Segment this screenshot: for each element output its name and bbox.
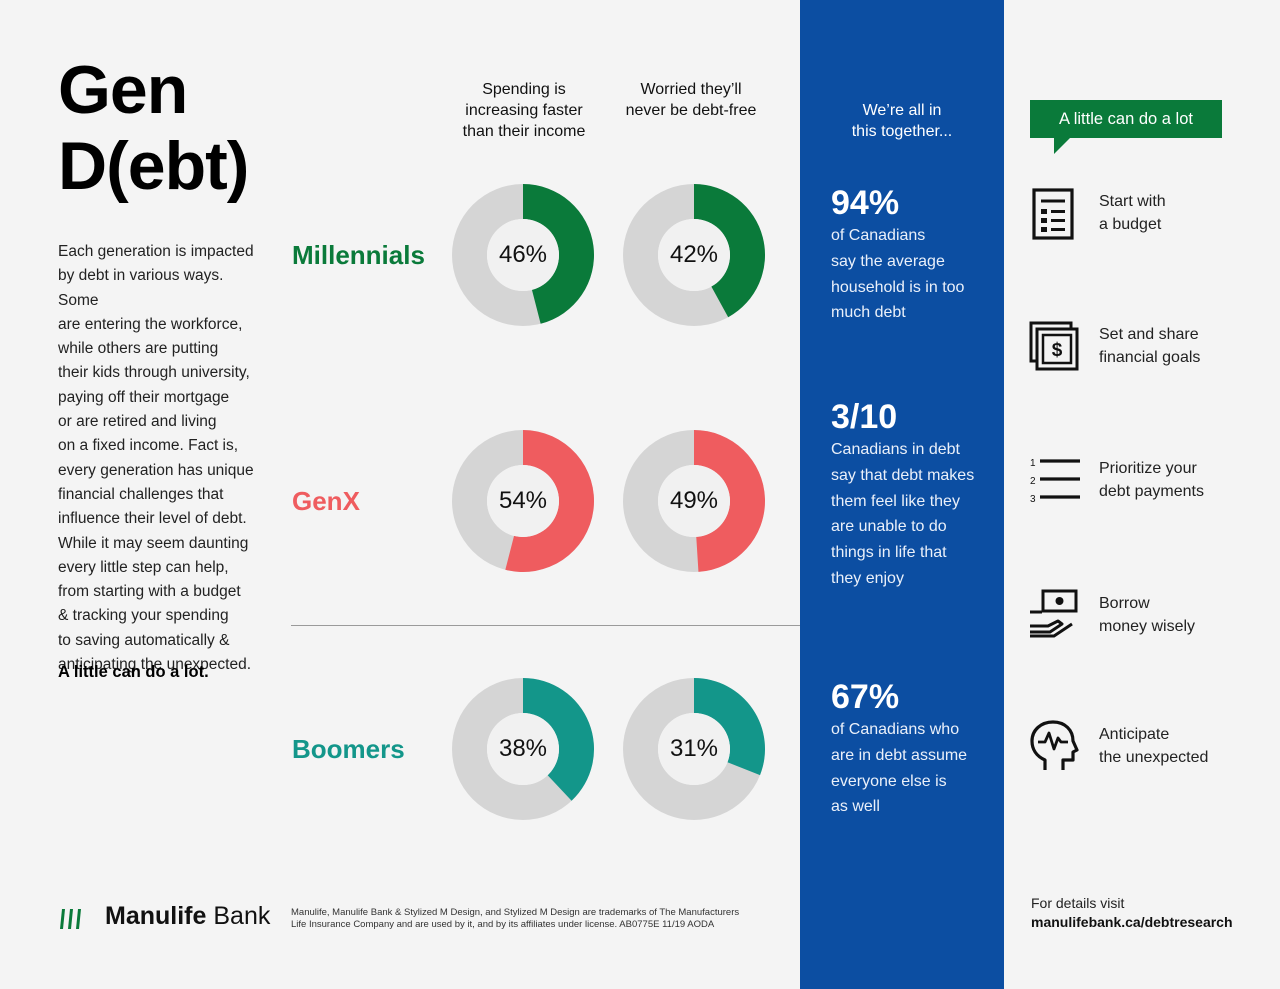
tips-heading-pointer [1054, 137, 1071, 154]
donut-value-label: 49% [669, 487, 719, 514]
tip-text: Anticipate the unexpected [1099, 726, 1209, 766]
panel-heading: We’re all in this together... [851, 102, 953, 140]
generation-label-boomers: Boomers [292, 734, 405, 764]
donut-chart: 31% [623, 678, 765, 820]
donut-center [487, 219, 559, 291]
donut-center [658, 713, 730, 785]
intro-paragraph: Each generation is impacted by debt in v… [58, 243, 254, 674]
donut-chart: 42% [623, 184, 765, 326]
donut-chart: 38% [452, 678, 594, 820]
donut-value-label: 31% [669, 735, 719, 762]
tip-text: Start with a budget [1099, 193, 1166, 233]
generation-label-genx: GenX [292, 486, 360, 516]
donut-center [487, 465, 559, 537]
brand-name-suffix: Bank [213, 902, 271, 930]
page-title: Gen D(ebt) [58, 52, 249, 204]
donut-center [487, 713, 559, 785]
generation-label-millennials: Millennials [292, 240, 425, 270]
stat-description: of Canadians who are in debt assume ever… [831, 721, 968, 816]
donut-value-segment [505, 430, 594, 572]
money-goals-icon: $ [1028, 320, 1082, 374]
stats-panel: We’re all in this together... 94% of Can… [800, 0, 1004, 989]
column-header-worried: Worried they’ll never be debt-free [625, 81, 757, 119]
donut-center [658, 465, 730, 537]
tip-text: Prioritize your debt payments [1099, 460, 1204, 500]
numbered-list-icon: 1 2 3 [1028, 452, 1082, 506]
donut-svg [452, 430, 594, 572]
budget-icon [1028, 187, 1082, 241]
list-number: 1 [1030, 458, 1036, 469]
donut-svg [452, 678, 594, 820]
donut-value-segment [523, 678, 594, 801]
donut-value-label: 46% [498, 241, 548, 268]
donut-value-segment [694, 430, 765, 572]
donut-chart: 54% [452, 430, 594, 572]
donut-svg [452, 184, 594, 326]
donut-value-label: 42% [669, 241, 719, 268]
tips-heading: A little can do a lot [1030, 100, 1222, 138]
stat-value: 94% [831, 184, 900, 222]
list-number: 3 [1030, 494, 1036, 505]
legal-notice: Manulife, Manulife Bank & Stylized M Des… [291, 907, 740, 930]
stat-value: 67% [831, 678, 900, 716]
brand-name: Manulife Bank [105, 902, 270, 931]
donut-value-segment [523, 184, 594, 324]
donut-value-label: 38% [498, 735, 548, 762]
donut-svg [623, 678, 765, 820]
borrow-money-icon [1028, 588, 1082, 642]
dollar-symbol: $ [1052, 340, 1063, 361]
donut-center [658, 219, 730, 291]
details-label: For details visit [1031, 895, 1125, 911]
stat-value: 3/10 [831, 398, 898, 436]
donut-chart: 49% [623, 430, 765, 572]
column-header-spending: Spending is increasing faster than their… [462, 81, 586, 140]
stat-description: Canadians in debt say that debt makes th… [831, 441, 975, 587]
details-link[interactable]: manulifebank.ca/debtresearch [1031, 914, 1233, 930]
tagline: A little can do a lot. [58, 663, 209, 681]
donut-svg [623, 184, 765, 326]
donut-value-label: 54% [498, 487, 548, 514]
donut-chart: 46% [452, 184, 594, 326]
tip-text: Borrow money wisely [1099, 595, 1196, 635]
tip-text: Set and share financial goals [1099, 326, 1201, 366]
manulife-logo-icon [58, 905, 84, 931]
list-number: 2 [1030, 476, 1036, 487]
donut-value-segment [694, 184, 765, 318]
stat-description: of Canadians say the average household i… [831, 227, 965, 322]
section-divider [291, 625, 801, 626]
head-mind-icon [1028, 718, 1082, 772]
brand-name-primary: Manulife [105, 902, 207, 930]
donut-svg [623, 430, 765, 572]
donut-value-segment [694, 678, 765, 776]
